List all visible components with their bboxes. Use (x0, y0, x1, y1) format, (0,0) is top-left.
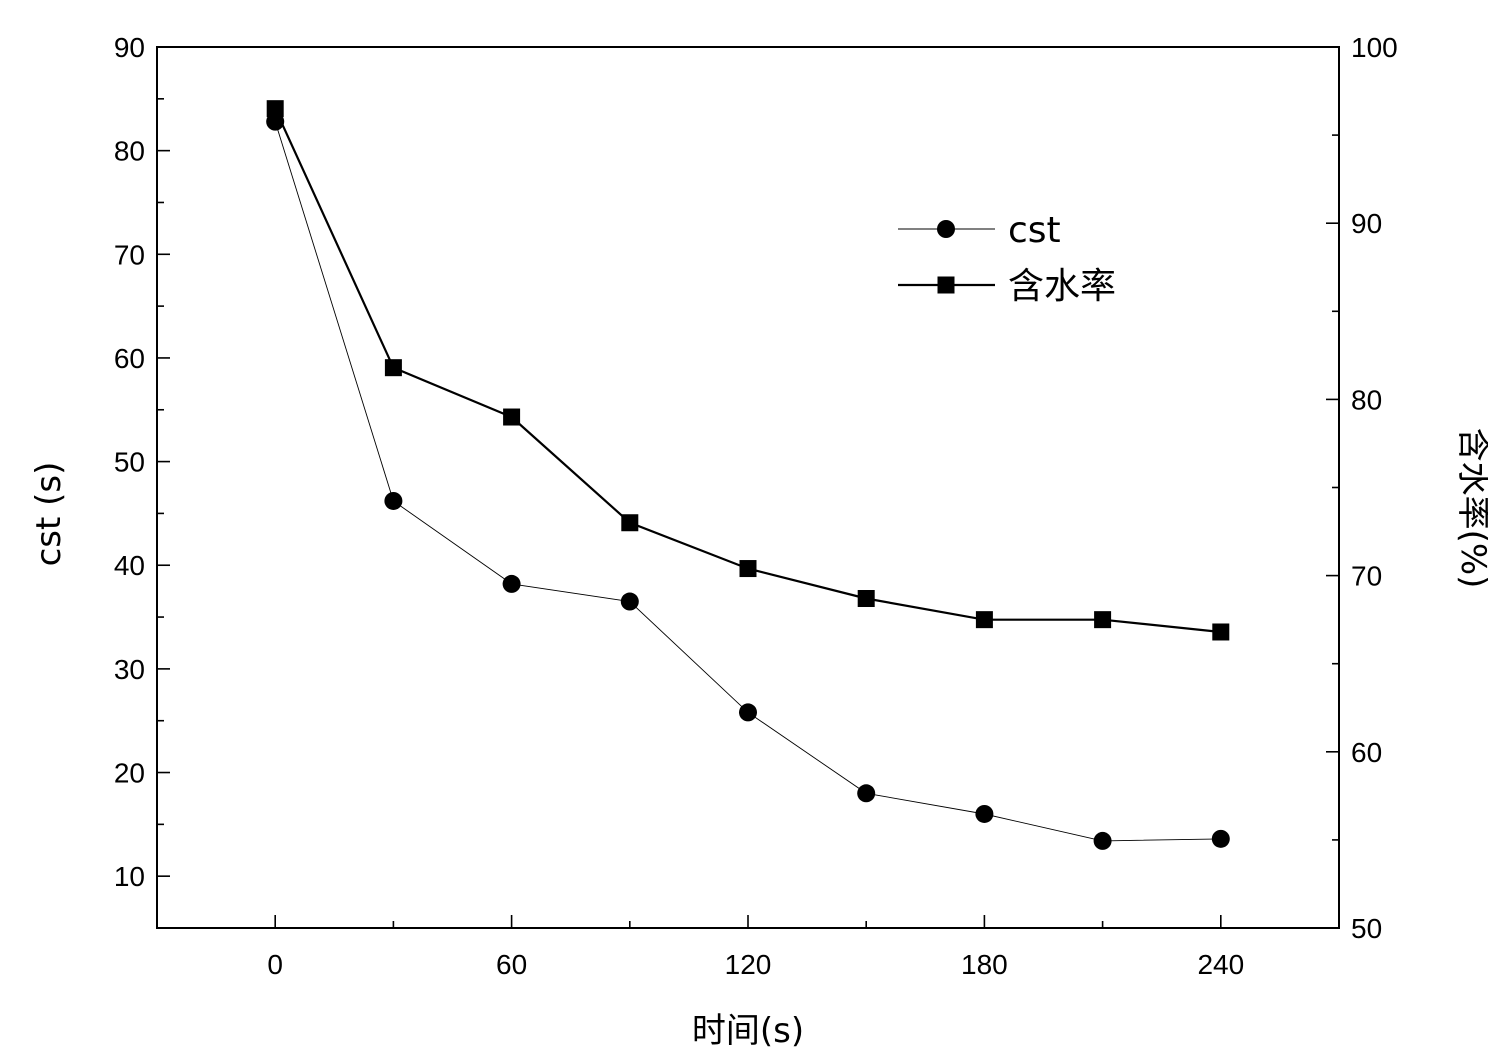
water-content-data-point (739, 560, 757, 578)
y-tick-label: 30 (114, 654, 145, 685)
x-tick-label: 120 (725, 949, 772, 980)
y2-tick-label: 50 (1351, 913, 1382, 944)
x-axis-title: 时间(s) (692, 1011, 804, 1051)
x-tick-label: 0 (267, 949, 283, 980)
water-content-data-point (621, 514, 639, 532)
cst-series-line (274, 121, 1221, 842)
cst-data-point (857, 784, 876, 803)
water-content-data-point (857, 590, 875, 608)
water-content-data-point (384, 359, 402, 377)
plot-frame (156, 46, 1340, 929)
water-content-data-point (1094, 611, 1112, 629)
cst-data-point (620, 592, 639, 611)
x-tick-label: 60 (496, 949, 527, 980)
cst-data-point (975, 804, 994, 823)
plot-series (266, 100, 1230, 850)
water-content-data-point (975, 611, 993, 629)
water-content-data-point (1212, 623, 1230, 641)
y-tick-label: 90 (114, 32, 145, 63)
y-tick-label: 80 (114, 136, 145, 167)
y-tick-label: 60 (114, 343, 145, 374)
legend-marker-circle (937, 220, 955, 238)
cst-data-point (1211, 829, 1230, 848)
含水率-series-line (274, 108, 1221, 634)
y2-tick-label: 70 (1351, 561, 1382, 592)
water-content-data-point (266, 100, 284, 118)
y2-tick-label: 100 (1351, 32, 1398, 63)
y2-tick-label: 90 (1351, 208, 1382, 239)
legend-marker-square (937, 276, 955, 294)
cst-data-point (384, 491, 403, 510)
y-axis-title: cst (s) (29, 462, 69, 567)
y-tick-label: 50 (114, 447, 145, 478)
y-tick-label: 20 (114, 758, 145, 789)
y-tick-label: 10 (114, 861, 145, 892)
cst-data-point (1093, 831, 1112, 850)
y-tick-label: 40 (114, 550, 145, 581)
legend-label: cst (1008, 210, 1061, 251)
cst-data-point (739, 703, 757, 722)
water-content-data-point (503, 408, 521, 426)
y2-axis-title: 含水率(%) (1453, 428, 1488, 589)
x-tick-label: 240 (1197, 949, 1244, 980)
y-tick-label: 70 (114, 239, 145, 270)
x-tick-label: 180 (961, 949, 1008, 980)
y2-tick-label: 80 (1351, 384, 1382, 415)
legend: cst 含水率 (898, 210, 1116, 307)
axes: 0 60 120 180 240 10 20 30 40 50 60 70 80 90 50 60 70 80 90… (114, 32, 1398, 980)
legend-label: 含水率 (1008, 266, 1116, 307)
cst-data-point (502, 574, 521, 593)
y2-tick-label: 60 (1351, 737, 1382, 768)
